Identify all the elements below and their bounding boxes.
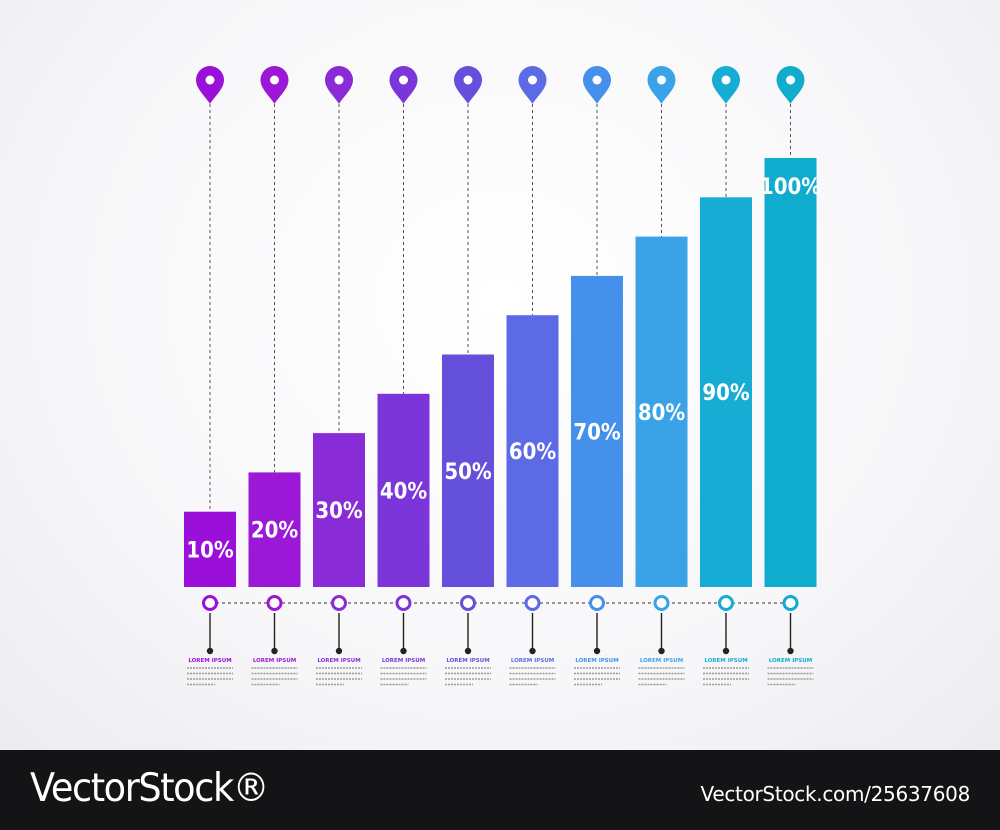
pin-hole <box>592 75 602 85</box>
map-pin-icon <box>389 66 418 104</box>
pin-shape <box>325 66 353 104</box>
category-label: LOREM IPSUM <box>769 658 812 664</box>
ring-marker-icon <box>589 595 605 611</box>
bar-value-label: 30% <box>315 499 363 524</box>
map-pin-icon <box>518 66 547 104</box>
bar-group: 20% LOREM IPSUM <box>248 66 301 686</box>
stem-dot <box>271 647 278 655</box>
bar-group: 90% LOREM IPSUM <box>700 66 752 686</box>
bar-value-label: 100% <box>760 175 821 200</box>
category-label: LOREM IPSUM <box>704 658 747 664</box>
category-label: LOREM IPSUM <box>188 658 231 664</box>
ring-marker-icon <box>653 595 670 611</box>
bar <box>248 472 301 587</box>
bar <box>184 511 236 587</box>
map-pin-icon <box>325 66 353 104</box>
brand-logo: VectorStock® <box>30 766 269 811</box>
bar-group: 30% LOREM IPSUM <box>313 66 365 686</box>
ring-marker-icon <box>266 595 283 611</box>
category-label: LOREM IPSUM <box>317 658 360 664</box>
bar <box>764 158 817 587</box>
pin-shape <box>518 66 547 104</box>
stem-dot <box>335 647 343 655</box>
pin-hole <box>399 75 408 85</box>
map-pin-icon <box>454 66 482 104</box>
bar-value-label: 60% <box>509 440 557 465</box>
category-label: LOREM IPSUM <box>382 658 425 664</box>
bar <box>635 236 688 587</box>
pin-shape <box>647 66 676 104</box>
bar-value-label: 70% <box>573 420 621 445</box>
stem-dot <box>400 647 407 655</box>
ring-marker-icon <box>524 595 541 611</box>
ring-marker-icon <box>395 595 412 611</box>
bar-value-label: 20% <box>251 519 299 544</box>
category-label: LOREM IPSUM <box>253 658 296 664</box>
ring-marker-icon <box>202 595 218 611</box>
bar-group: 50% LOREM IPSUM <box>442 66 494 686</box>
pin-shape <box>776 66 805 104</box>
bar-value-label: 90% <box>702 381 750 406</box>
bar-group: 10% LOREM IPSUM <box>184 66 236 686</box>
stem-dot <box>529 647 536 655</box>
bar-chart: 10% LOREM IPSUM 20% LOREM IPSUM 30% LOREM IPS… <box>184 66 821 686</box>
chart-area: 10% LOREM IPSUM 20% LOREM IPSUM 30% LOREM IPS… <box>0 0 1000 750</box>
pin-shape <box>454 66 482 104</box>
ring-marker-icon <box>782 595 799 611</box>
stem-dot <box>722 647 730 655</box>
stem-dot <box>593 647 601 655</box>
category-label: LOREM IPSUM <box>640 658 683 664</box>
map-pin-icon <box>196 66 224 104</box>
pin-hole <box>270 75 279 85</box>
footer-bar: VectorStock® VectorStock.com/25637608 <box>0 750 1000 830</box>
bar-group: 100% LOREM IPSUM <box>760 66 821 686</box>
ring-marker-icon <box>718 595 734 611</box>
map-pin-icon <box>776 66 805 104</box>
pin-hole <box>657 75 666 85</box>
pin-hole <box>205 75 215 85</box>
bar <box>377 393 430 587</box>
bar-value-label: 80% <box>638 401 686 426</box>
ring-marker-icon <box>331 595 347 611</box>
stem-dot <box>658 647 665 655</box>
bar-group: 40% LOREM IPSUM <box>377 66 430 686</box>
bar <box>313 433 365 587</box>
pin-hole <box>334 75 344 85</box>
category-label: LOREM IPSUM <box>446 658 489 664</box>
pin-shape <box>583 66 611 104</box>
pin-hole <box>528 75 537 85</box>
pin-shape <box>389 66 418 104</box>
bar-group: 70% LOREM IPSUM <box>571 66 623 686</box>
stem-dot <box>206 647 214 655</box>
pin-shape <box>260 66 289 104</box>
map-pin-icon <box>647 66 676 104</box>
bar-value-label: 10% <box>186 538 234 563</box>
pin-shape <box>196 66 224 104</box>
bar-value-label: 40% <box>380 479 428 504</box>
bar-value-label: 50% <box>444 460 492 485</box>
pin-hole <box>721 75 731 85</box>
stem-dot <box>464 647 472 655</box>
pin-hole <box>463 75 473 85</box>
bar <box>700 197 752 588</box>
bar-group: 80% LOREM IPSUM <box>635 66 688 686</box>
ring-marker-icon <box>460 595 476 611</box>
bar <box>506 315 559 587</box>
image-id-text: VectorStock.com/25637608 <box>700 782 971 806</box>
map-pin-icon <box>583 66 611 104</box>
pin-hole <box>786 75 795 85</box>
map-pin-icon <box>260 66 289 104</box>
category-label: LOREM IPSUM <box>575 658 618 664</box>
bar <box>571 275 623 587</box>
category-label: LOREM IPSUM <box>511 658 554 664</box>
bar <box>442 354 494 587</box>
pin-shape <box>712 66 740 104</box>
map-pin-icon <box>712 66 740 104</box>
stem-dot <box>787 647 794 655</box>
bar-group: 60% LOREM IPSUM <box>506 66 559 686</box>
